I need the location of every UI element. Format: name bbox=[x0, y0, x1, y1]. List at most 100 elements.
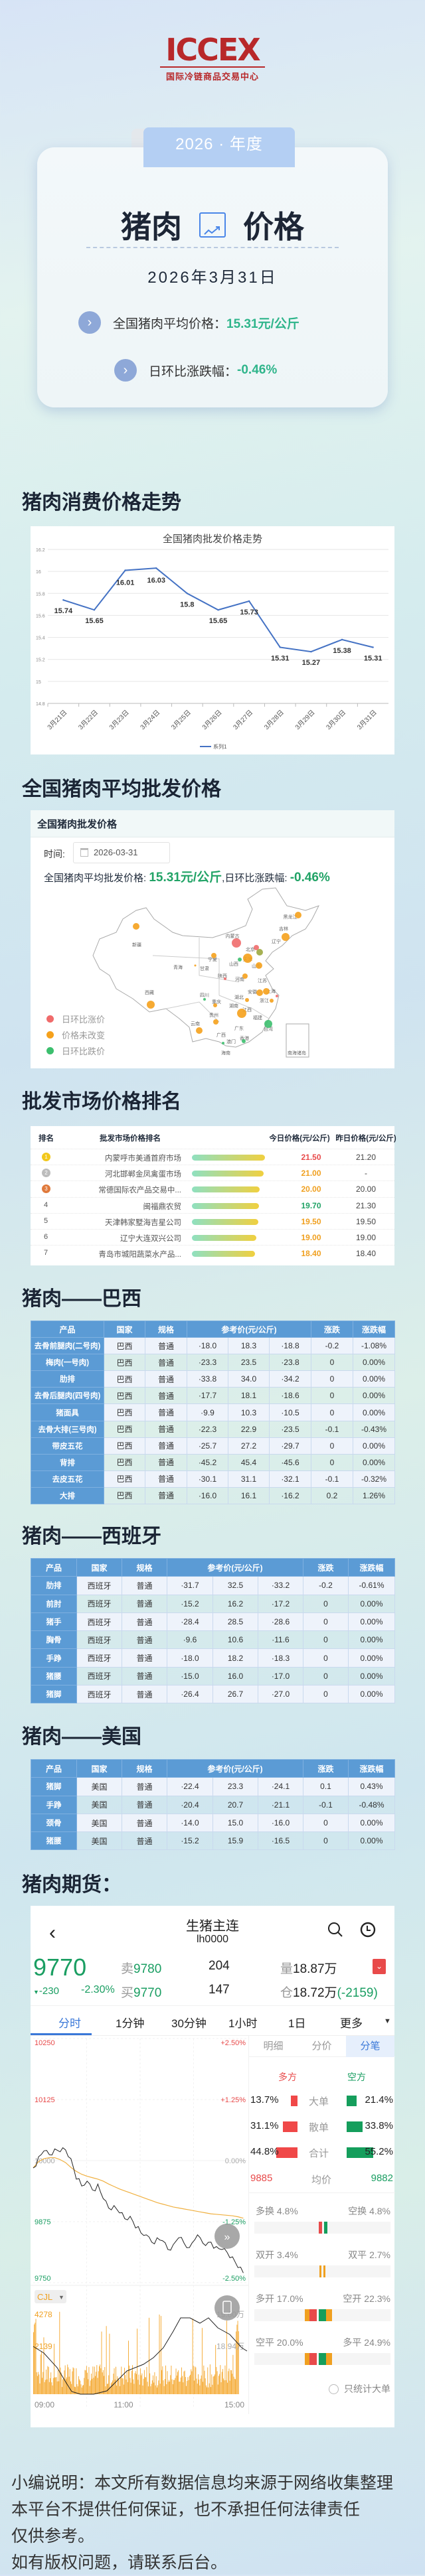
volume-bar bbox=[163, 2386, 165, 2394]
ask-label: 卖 bbox=[121, 1962, 134, 1976]
tab-3[interactable]: 1小时 bbox=[228, 2017, 258, 2030]
volume-bar bbox=[158, 2380, 159, 2394]
side-tab-0[interactable]: 明细 bbox=[263, 2040, 284, 2052]
product-name: 猪面具 bbox=[31, 1403, 104, 1421]
volume-bar bbox=[70, 2381, 71, 2394]
province-border bbox=[218, 995, 270, 1019]
volume-bar bbox=[56, 2381, 58, 2394]
time-axis-label: 11:00 bbox=[114, 2400, 133, 2409]
product-name: 猪脚 bbox=[31, 1777, 77, 1796]
country: 巴西 bbox=[104, 1337, 145, 1355]
only-big-orders-toggle[interactable]: 只统计大单 bbox=[329, 2382, 390, 2396]
product-name: 猪腰 bbox=[31, 1666, 77, 1686]
province-label: 甘肃 bbox=[200, 966, 209, 971]
tab-0[interactable]: 分时 bbox=[58, 2017, 81, 2030]
volume-label: 量 bbox=[280, 1962, 294, 1976]
long-bar bbox=[276, 2147, 298, 2158]
volume-bar bbox=[187, 2377, 189, 2394]
volume-bar bbox=[38, 2372, 39, 2394]
volume-bar bbox=[139, 2368, 141, 2394]
ranking-row: 2 河北邯郸金凤禽蛋市场 21.00 - bbox=[31, 1165, 394, 1181]
disclaimer-line: 本平台不提供任何保证，也不承担任何法律责任 bbox=[11, 2500, 361, 2519]
price-mid: 22.9 bbox=[228, 1420, 270, 1438]
province-label: 江西 bbox=[242, 1007, 252, 1013]
today-price: 21.50 bbox=[301, 1153, 321, 1162]
expand-dropdown-icon[interactable]: ⌄ bbox=[373, 1959, 386, 1974]
flow-bar-segment bbox=[326, 2309, 332, 2321]
rank-number: 5 bbox=[44, 1216, 48, 1225]
product-name: 胸骨 bbox=[31, 1630, 77, 1650]
long-pct: 44.8% bbox=[250, 2146, 279, 2157]
tab-1[interactable]: 1分钟 bbox=[116, 2017, 145, 2030]
volume-bar bbox=[159, 2384, 161, 2394]
ranking-table: 排名 批发市场价格排名 今日价格(元/公斤) 昨日价格(元/公斤) 1 内蒙呼市美通首府… bbox=[31, 1126, 396, 1265]
back-arrow-icon[interactable]: ‹ bbox=[49, 1922, 56, 1944]
order-type-label: 散单 bbox=[309, 2122, 329, 2133]
data-label: 15.65 bbox=[209, 617, 228, 625]
price-mid: 20.7 bbox=[212, 1795, 258, 1814]
search-icon[interactable] bbox=[327, 1922, 343, 1938]
volume-bar bbox=[171, 2379, 173, 2394]
volume-bar bbox=[94, 2366, 95, 2394]
change-pct: 0.00% bbox=[348, 1630, 395, 1650]
map-panel-title: 全国猪肉批发价格 bbox=[31, 810, 394, 837]
tab-5[interactable]: 更多 bbox=[340, 2017, 363, 2030]
volume-bar bbox=[82, 2385, 83, 2394]
spec: 普通 bbox=[145, 1420, 187, 1438]
product-name: 肋排 bbox=[31, 1370, 104, 1388]
radio-icon[interactable] bbox=[329, 2384, 339, 2394]
volume-bar bbox=[128, 2340, 129, 2394]
volume-bar bbox=[35, 2319, 37, 2394]
product-name: 前肘 bbox=[31, 1594, 77, 1613]
oi-axis-label: 18.94万 bbox=[216, 2342, 244, 2351]
volume-bar bbox=[114, 2379, 116, 2394]
volume-bar bbox=[136, 2374, 137, 2394]
divider bbox=[86, 247, 339, 248]
volume-bar bbox=[189, 2376, 190, 2394]
price-high: ·11.6 bbox=[258, 1630, 303, 1650]
tab-2[interactable]: 30分钟 bbox=[171, 2017, 207, 2030]
history-clock-icon[interactable] bbox=[360, 1922, 376, 1938]
section-title-trend: 猪肉消费价格走势 bbox=[22, 492, 181, 514]
price-low: ·25.7 bbox=[187, 1437, 228, 1455]
rank-number: 4 bbox=[44, 1200, 48, 1209]
price-mid: 18.1 bbox=[228, 1387, 270, 1405]
volume-bar bbox=[183, 2371, 185, 2394]
price-bar bbox=[192, 1218, 259, 1225]
medal-icon: 3 bbox=[42, 1184, 50, 1194]
volume-bar bbox=[167, 2382, 169, 2394]
product-name: 去骨大排(三号肉) bbox=[31, 1420, 104, 1438]
header-change-pct: 涨跌幅 bbox=[353, 1320, 395, 1338]
tab-4[interactable]: 1日 bbox=[288, 2017, 306, 2030]
x-tick-label: 3月30日 bbox=[325, 709, 347, 731]
change: 0 bbox=[311, 1354, 353, 1372]
volume-bar bbox=[238, 2331, 239, 2394]
date-picker[interactable]: 2026-03-31 bbox=[73, 842, 170, 863]
today-price: 18.40 bbox=[301, 1249, 321, 1259]
country: 西班牙 bbox=[76, 1576, 122, 1595]
change-pct: -0.43% bbox=[353, 1420, 395, 1438]
volume-bar bbox=[203, 2365, 205, 2394]
change-row: › 日环比涨跌幅： -0.46% bbox=[114, 359, 277, 382]
table-row: 大排 巴西 普通 ·16.0 16.1·16.2 0.2 1.26% bbox=[31, 1486, 395, 1505]
oi-label: 仓 bbox=[280, 1986, 294, 2000]
data-point bbox=[310, 650, 312, 653]
side-tab-2[interactable]: 分笔 bbox=[346, 2036, 394, 2057]
province-label: 福建 bbox=[253, 1015, 262, 1021]
product-name: 背排 bbox=[31, 1453, 104, 1471]
price-change-pct: -2.30% bbox=[81, 1984, 115, 1995]
price-dot bbox=[256, 949, 263, 956]
x-tick-label: 3月23日 bbox=[108, 709, 130, 731]
price-high: ·18.8 bbox=[269, 1337, 311, 1355]
volume-bar bbox=[60, 2372, 62, 2394]
product-name: 颈骨 bbox=[31, 1813, 77, 1833]
market-name: 常德国际农产品交易中... bbox=[98, 1186, 181, 1195]
table-row: 去皮五花 巴西 普通 ·30.1 31.1·32.1 -0.1 -0.32% bbox=[31, 1470, 395, 1488]
header-ref-price: 参考价(元/公斤) bbox=[167, 1557, 303, 1577]
side-tab-1[interactable]: 分价 bbox=[311, 2040, 332, 2052]
price-dot bbox=[133, 923, 139, 930]
price-mid: 15.9 bbox=[212, 1831, 258, 1851]
province-label: 上海 bbox=[266, 988, 276, 994]
change: 0 bbox=[311, 1387, 353, 1405]
flow-bar-track bbox=[254, 2309, 390, 2321]
